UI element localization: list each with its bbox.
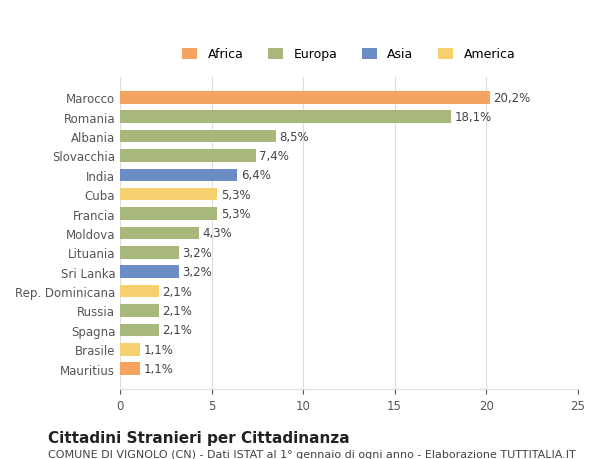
Text: 2,1%: 2,1% [162, 304, 192, 317]
Text: Cittadini Stranieri per Cittadinanza: Cittadini Stranieri per Cittadinanza [48, 430, 350, 445]
Bar [120, 304, 158, 317]
Bar [120, 169, 237, 182]
Bar [120, 285, 158, 298]
Text: 3,2%: 3,2% [182, 266, 212, 279]
Bar [120, 227, 199, 240]
Bar [120, 343, 140, 356]
Text: 20,2%: 20,2% [493, 92, 530, 105]
Text: 4,3%: 4,3% [202, 227, 232, 240]
Text: 6,4%: 6,4% [241, 169, 271, 182]
Text: 5,3%: 5,3% [221, 188, 250, 201]
Bar [120, 363, 140, 375]
Text: 1,1%: 1,1% [144, 343, 174, 356]
Bar [120, 266, 179, 279]
Bar [120, 189, 217, 201]
Bar [120, 208, 217, 220]
Text: 7,4%: 7,4% [259, 150, 289, 162]
Bar [120, 246, 179, 259]
Text: 2,1%: 2,1% [162, 324, 192, 336]
Text: 5,3%: 5,3% [221, 207, 250, 221]
Bar [120, 150, 256, 162]
Text: 18,1%: 18,1% [455, 111, 492, 124]
Text: 8,5%: 8,5% [280, 130, 309, 143]
Text: 1,1%: 1,1% [144, 362, 174, 375]
Bar [120, 111, 451, 123]
Bar [120, 324, 158, 336]
Text: COMUNE DI VIGNOLO (CN) - Dati ISTAT al 1° gennaio di ogni anno - Elaborazione TU: COMUNE DI VIGNOLO (CN) - Dati ISTAT al 1… [48, 449, 576, 459]
Bar [120, 130, 275, 143]
Text: 2,1%: 2,1% [162, 285, 192, 298]
Legend: Africa, Europa, Asia, America: Africa, Europa, Asia, America [178, 43, 520, 66]
Text: 3,2%: 3,2% [182, 246, 212, 259]
Bar [120, 92, 490, 104]
